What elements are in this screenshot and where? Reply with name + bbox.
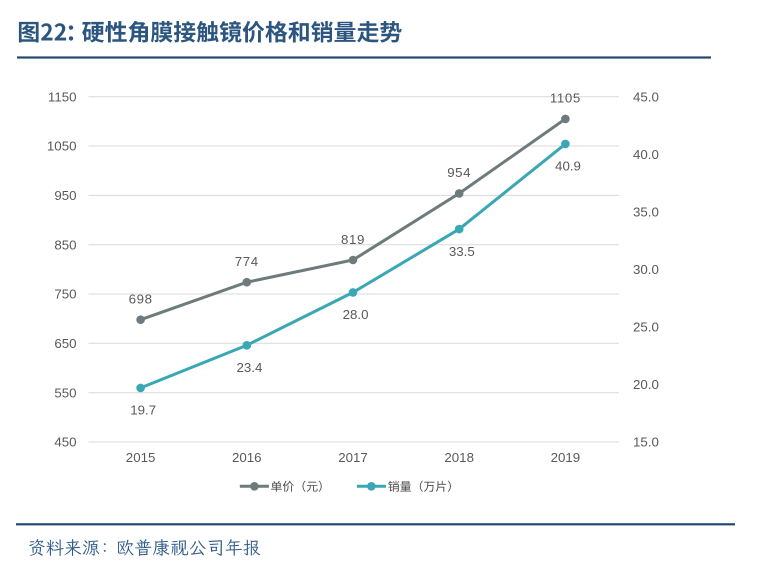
svg-text:1105: 1105 — [550, 91, 581, 106]
svg-text:550: 550 — [54, 385, 76, 400]
svg-text:698: 698 — [129, 292, 153, 307]
svg-text:23.4: 23.4 — [236, 360, 262, 375]
svg-text:40.9: 40.9 — [555, 159, 581, 174]
svg-text:954: 954 — [447, 165, 471, 180]
svg-text:28.0: 28.0 — [343, 307, 369, 322]
svg-text:40.0: 40.0 — [633, 147, 659, 162]
svg-text:30.0: 30.0 — [633, 262, 659, 277]
svg-text:1150: 1150 — [48, 89, 77, 104]
svg-text:950: 950 — [54, 188, 76, 203]
svg-text:2018: 2018 — [444, 450, 474, 465]
svg-text:35.0: 35.0 — [633, 204, 659, 219]
svg-text:45.0: 45.0 — [633, 89, 659, 104]
svg-text:819: 819 — [341, 232, 365, 247]
svg-text:33.5: 33.5 — [449, 244, 475, 259]
svg-text:19.7: 19.7 — [130, 403, 156, 418]
svg-text:2019: 2019 — [551, 450, 581, 465]
svg-text:2017: 2017 — [338, 450, 368, 465]
svg-text:774: 774 — [235, 254, 259, 269]
svg-text:850: 850 — [54, 237, 76, 252]
svg-text:25.0: 25.0 — [633, 320, 659, 335]
svg-text:650: 650 — [54, 336, 76, 351]
svg-text:2016: 2016 — [232, 450, 262, 465]
svg-text:2015: 2015 — [126, 450, 156, 465]
svg-text:750: 750 — [54, 287, 76, 302]
svg-text:450: 450 — [54, 435, 76, 450]
svg-text:15.0: 15.0 — [633, 435, 659, 450]
svg-text:1050: 1050 — [47, 139, 77, 154]
svg-text:20.0: 20.0 — [633, 377, 659, 392]
